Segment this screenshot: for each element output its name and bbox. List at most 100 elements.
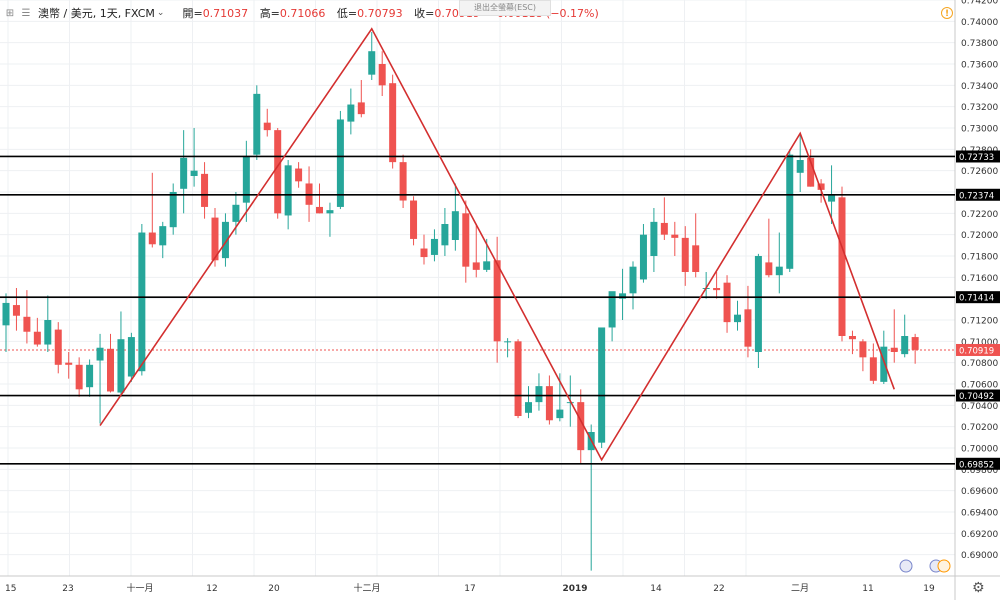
candle-body-up	[138, 232, 146, 372]
candle-body-up	[754, 256, 762, 352]
candle-body-up	[639, 234, 647, 280]
candle-body-up	[368, 51, 376, 75]
candle-body-down	[420, 248, 428, 258]
y-tick-label: 0.69800	[961, 466, 998, 476]
exit-fullscreen-hint[interactable]: 退出全螢幕(ESC)	[459, 0, 551, 16]
last-price-label: 0.70919	[959, 346, 994, 356]
layout-icon[interactable]: ☰	[21, 7, 31, 19]
low-label: 低=	[336, 7, 358, 20]
candle-body-down	[107, 348, 114, 392]
x-tick-label: 20	[268, 584, 280, 594]
candle-body-up	[86, 364, 94, 388]
level-label-bg	[956, 188, 1000, 201]
candle-body-up	[347, 104, 355, 122]
candle-body-up	[44, 320, 52, 345]
level-label-bg	[956, 457, 1000, 470]
candle-body-down	[807, 157, 815, 187]
candle-body-down	[723, 282, 731, 323]
candle-body-down	[295, 168, 303, 182]
candle-body-down	[263, 122, 271, 131]
y-tick-label: 0.70400	[961, 402, 998, 412]
y-tick-label: 0.74000	[961, 18, 998, 28]
candle-body-up	[326, 210, 334, 214]
close-label: 收=	[414, 7, 435, 20]
flag-icon	[937, 559, 951, 573]
candle-body-down	[671, 234, 679, 238]
candle-body-up	[786, 154, 794, 269]
y-tick-label: 0.71200	[961, 317, 998, 327]
candle-body-down	[399, 162, 407, 201]
y-tick-label: 0.70600	[961, 381, 998, 391]
candle-body-down	[869, 357, 877, 381]
y-tick-label: 0.73400	[961, 82, 998, 92]
candle-body-up	[483, 261, 491, 270]
candle-body-up	[796, 160, 804, 173]
candle-body-up	[117, 339, 125, 393]
candle-body-up	[451, 211, 459, 240]
candle-body-down	[681, 237, 689, 272]
candle-body-down	[316, 206, 323, 214]
zigzag-trendline	[99, 27, 896, 462]
candle-body-up	[828, 194, 836, 202]
alert-icon[interactable]: !	[941, 7, 953, 19]
candle-body-up	[901, 336, 909, 355]
candle-body-down	[911, 337, 919, 350]
level-label: 0.70492	[959, 392, 994, 402]
low-value: 0.70793	[357, 7, 403, 20]
candle-body-up	[775, 266, 783, 276]
high-value: 0.71066	[279, 7, 326, 20]
y-tick-label: 0.70200	[961, 423, 998, 433]
candle-body-down	[462, 213, 470, 267]
candle-body-up	[734, 314, 741, 323]
candle-body-up	[336, 119, 344, 207]
x-tick-label: 17	[464, 584, 475, 594]
candle-body-down	[859, 341, 867, 358]
gear-icon[interactable]: ⚙	[972, 580, 985, 596]
candle-body-down	[890, 347, 898, 352]
candle-body-down	[211, 217, 219, 261]
candle-body-down	[65, 362, 73, 365]
expand-icon[interactable]: ⊞	[5, 7, 15, 19]
symbol-label[interactable]: 澳幣 / 美元, 1天, FXCM	[38, 7, 155, 20]
candle-body-down	[692, 245, 700, 272]
candle-body-down	[765, 262, 773, 276]
level-label-bg	[956, 389, 1000, 402]
x-tick-label: 二月	[791, 583, 809, 594]
y-tick-label: 0.69200	[961, 530, 998, 540]
candles	[2, 32, 919, 571]
candle-body-down	[817, 183, 825, 190]
level-label: 0.71414	[959, 294, 994, 304]
candle-body-down	[493, 260, 501, 342]
candle-body-down	[201, 173, 209, 207]
candle-body-up	[190, 170, 198, 176]
candle-body-down	[713, 288, 721, 291]
y-tick-label: 0.70800	[961, 359, 998, 369]
candle-body-up	[221, 221, 229, 259]
y-tick-label: 0.69400	[961, 509, 998, 519]
candle-body-down	[75, 364, 83, 390]
candle-body-up	[556, 409, 564, 419]
candle-body-down	[848, 336, 856, 340]
candle-body-up	[159, 226, 167, 246]
candle-body-down	[378, 64, 386, 86]
open-value: 0.71037	[202, 7, 249, 20]
candle-body-up	[2, 302, 10, 326]
y-tick-label: 0.72000	[961, 231, 998, 241]
y-tick-label: 0.73600	[961, 61, 998, 71]
y-tick-label: 0.72600	[961, 167, 998, 177]
y-tick-label: 0.71000	[961, 338, 998, 348]
level-label: 0.72733	[959, 153, 994, 163]
candle-body-down	[472, 262, 480, 270]
y-tick-label: 0.70000	[961, 445, 998, 455]
open-label: 開=	[182, 7, 203, 20]
level-label: 0.72374	[959, 191, 994, 201]
y-tick-label: 0.69600	[961, 487, 998, 497]
candle-body-down	[389, 83, 397, 163]
chevron-down-icon[interactable]: ⌄	[156, 8, 165, 18]
x-tick-label: 15	[5, 584, 16, 594]
last-price-label-bg	[956, 343, 1000, 356]
x-tick-label: 十二月	[353, 582, 380, 594]
y-tick-label: 0.71800	[961, 253, 998, 263]
x-tick-label: 十一月	[126, 582, 153, 594]
